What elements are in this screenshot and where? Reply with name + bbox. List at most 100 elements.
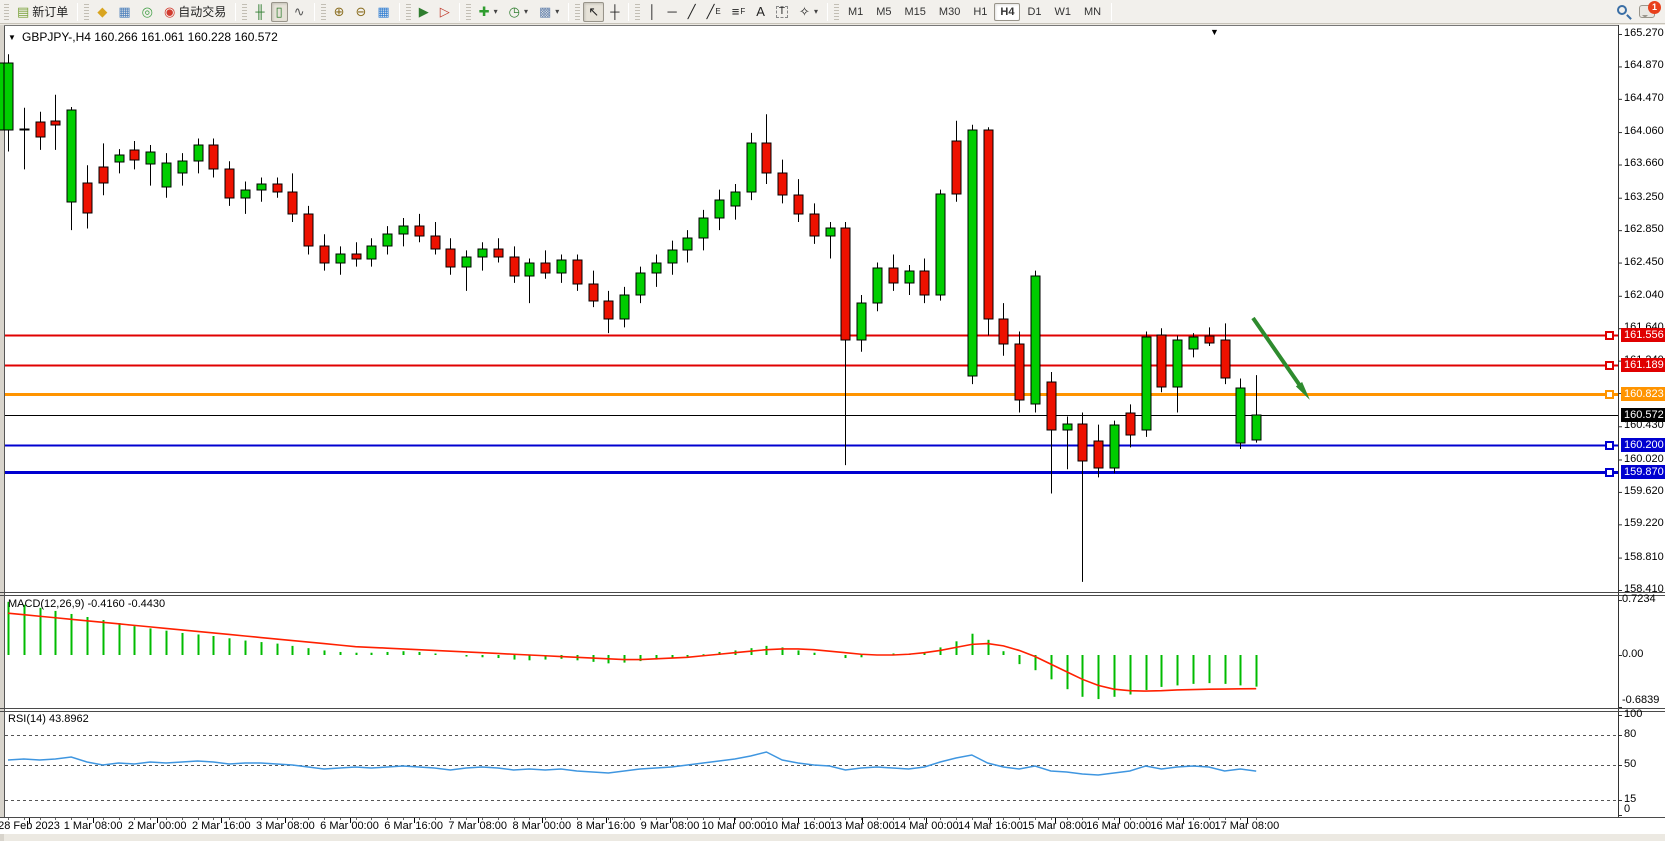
candle-body xyxy=(272,183,283,193)
crosshair-icon: ┼ xyxy=(610,4,620,19)
candle-body xyxy=(1093,440,1104,469)
candle-body xyxy=(872,267,883,304)
tile-windows-button[interactable]: ▦ xyxy=(372,2,394,22)
hline-handle-161.189[interactable] xyxy=(1605,361,1614,370)
timeframe-mn[interactable]: MN xyxy=(1078,3,1107,21)
candle-body xyxy=(335,253,346,264)
candle-body xyxy=(651,262,662,274)
hline-handle-161.556[interactable] xyxy=(1605,331,1614,340)
rsi-axis-label: 100 xyxy=(1624,708,1643,720)
candle-body xyxy=(1235,387,1246,444)
trend-arrow[interactable] xyxy=(1251,316,1305,392)
candle-body xyxy=(603,300,614,320)
timeframe-m5[interactable]: M5 xyxy=(870,3,897,21)
candle-body xyxy=(588,283,599,302)
trendline-button[interactable]: ╱ xyxy=(683,2,701,22)
macd-axis-label: 0.7234 xyxy=(1622,593,1656,606)
auto-scroll-button[interactable]: ▶ xyxy=(414,2,434,22)
hline-handle-160.823[interactable] xyxy=(1605,390,1614,399)
date-axis-label: 14 Mar 00:00 xyxy=(893,820,959,832)
signals-button[interactable]: ◎ xyxy=(137,2,158,22)
new-order-button[interactable]: ▤ 新订单 xyxy=(12,2,73,22)
candle-body xyxy=(35,121,46,138)
candle-body xyxy=(998,318,1009,345)
search-icon[interactable] xyxy=(1617,4,1632,20)
hline-price-badge: 159.870 xyxy=(1621,464,1665,479)
hline-price-badge: 160.200 xyxy=(1621,437,1665,452)
cursor-button[interactable]: ↖ xyxy=(583,1,605,22)
trend-arrow-head[interactable] xyxy=(1295,382,1310,400)
hline-price-badge: 160.823 xyxy=(1621,387,1665,402)
date-axis-label: 2 Mar 00:00 xyxy=(127,820,187,832)
date-axis-label: 15 Mar 08:00 xyxy=(1022,820,1088,832)
label-button[interactable]: T xyxy=(771,2,793,22)
candle-body xyxy=(809,213,820,237)
date-axis-label: 14 Mar 16:00 xyxy=(958,820,1023,832)
chart-shift-button[interactable]: ▷ xyxy=(435,2,455,22)
line-chart-button[interactable]: ∿ xyxy=(289,2,310,22)
horizontal-line-icon: ─ xyxy=(667,4,677,19)
autotrading-button[interactable]: ◉ 自动交易 xyxy=(159,2,231,22)
periods-button[interactable]: ◷ ▾ xyxy=(504,2,533,22)
vertical-line-button[interactable]: │ xyxy=(643,2,661,22)
arrows-button[interactable]: ✧ ▾ xyxy=(794,2,823,22)
toolbar-separator xyxy=(826,2,828,21)
zoom-in-button[interactable]: ⊕ xyxy=(329,2,350,22)
symbol-dropdown-icon[interactable]: ▼ xyxy=(8,33,16,42)
horizontal-line-button[interactable]: ─ xyxy=(663,2,682,22)
date-axis-label: 8 Mar 16:00 xyxy=(576,820,636,832)
price-axis-label: 165.270 xyxy=(1624,27,1664,39)
price-axis-label: 164.060 xyxy=(1624,125,1664,138)
candle-body xyxy=(1204,335,1215,344)
templates-button[interactable]: ▩ ▾ xyxy=(534,2,564,22)
hline-handle-160.200[interactable] xyxy=(1605,441,1614,450)
timeframe-w1[interactable]: W1 xyxy=(1049,3,1078,21)
candle-body xyxy=(983,129,994,320)
candle-body xyxy=(98,166,109,184)
toolbar-separator xyxy=(77,2,79,21)
zoom-out-button[interactable]: ⊖ xyxy=(351,2,372,22)
candle-body xyxy=(698,217,709,239)
channel-button[interactable]: ╱ E xyxy=(702,2,726,22)
timeframe-m1-label: M1 xyxy=(847,5,864,18)
bar-chart-icon: ╫ xyxy=(255,4,265,19)
price-axis-label: 158.810 xyxy=(1624,550,1664,563)
tool-sub-label: F xyxy=(740,7,746,16)
candle-body xyxy=(240,189,251,199)
date-axis-label: 17 Mar 08:00 xyxy=(1214,820,1280,832)
price-axis-label: 162.450 xyxy=(1624,255,1664,268)
timeframe-d1[interactable]: D1 xyxy=(1021,3,1047,21)
timeframe-m30[interactable]: M30 xyxy=(933,3,966,21)
timeframe-h4[interactable]: H4 xyxy=(994,2,1021,21)
bar-chart-button[interactable]: ╫ xyxy=(250,2,269,22)
timeframe-m1[interactable]: M1 xyxy=(842,3,869,21)
vertical-line-icon: │ xyxy=(648,4,657,19)
timeframe-h1[interactable]: H1 xyxy=(967,3,993,21)
candle-body xyxy=(414,225,425,237)
rsi-axis-label: 80 xyxy=(1624,728,1637,740)
autotrading-button-label: 自动交易 xyxy=(178,5,227,19)
date-axis-label: 1 Mar 08:00 xyxy=(63,820,123,832)
market-watch-icon: ◆ xyxy=(97,4,108,19)
market-watch-button[interactable]: ◆ xyxy=(92,2,112,22)
templates-icon: ▩ xyxy=(538,4,552,19)
candle-body xyxy=(430,235,441,250)
candlestick-chart-button[interactable]: ▯ xyxy=(270,1,288,22)
price-axis-label: 163.250 xyxy=(1624,190,1664,203)
date-axis-label: 6 Mar 00:00 xyxy=(320,820,379,832)
indicators-button[interactable]: ✚ ▾ xyxy=(474,2,503,22)
crosshair-button[interactable]: ┼ xyxy=(605,2,624,22)
toolbar-grip xyxy=(635,3,641,20)
candlestick-chart-icon: ▯ xyxy=(275,4,283,19)
text-button[interactable]: A xyxy=(751,2,770,22)
price-axis-label: 164.470 xyxy=(1624,91,1664,104)
candle-body xyxy=(619,294,630,320)
candle-body xyxy=(161,162,172,188)
hline-handle-159.870[interactable] xyxy=(1605,468,1614,477)
navigator-button[interactable]: ▦ xyxy=(113,2,135,22)
macd-signal-line xyxy=(7,612,1257,692)
fibonacci-button[interactable]: ≡ F xyxy=(727,2,750,22)
macd-indicator-label: MACD(12,26,9) -0.4160 -0.4430 xyxy=(8,598,166,610)
timeframe-m15[interactable]: M15 xyxy=(899,3,932,21)
